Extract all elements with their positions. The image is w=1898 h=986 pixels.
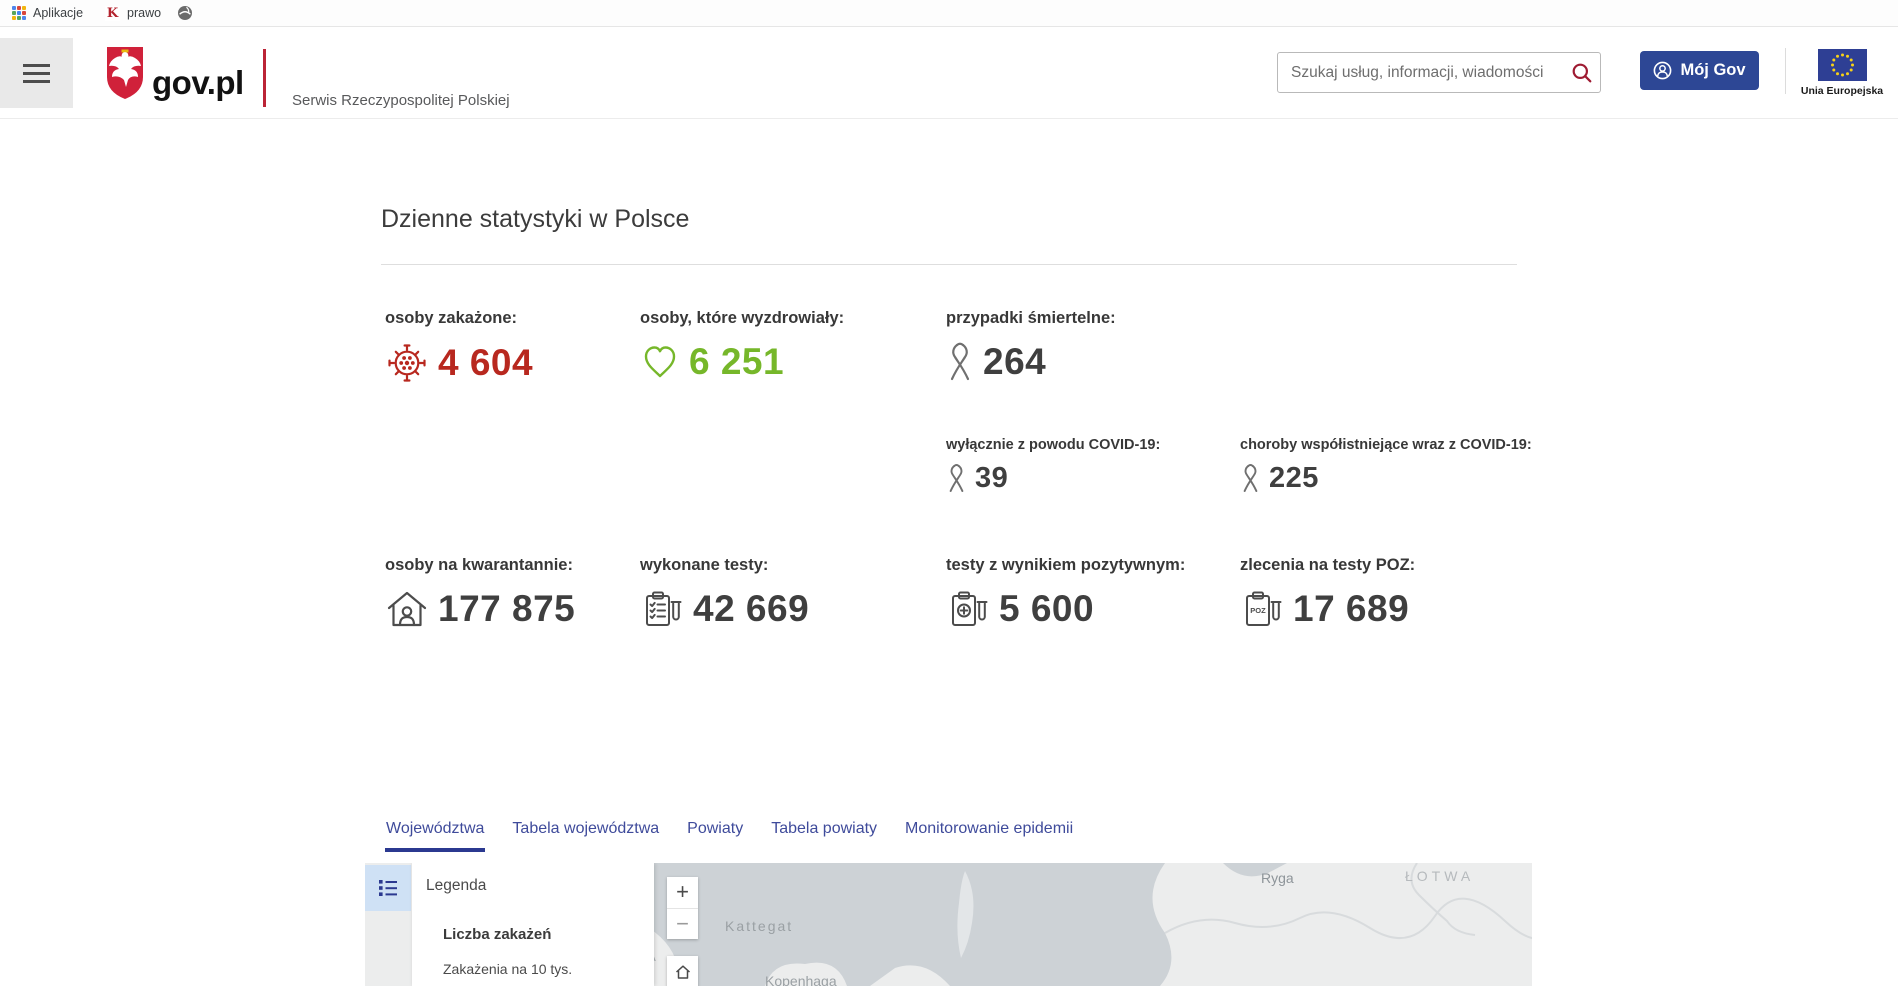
stat-infected: osoby zakażone: 4 604 <box>385 309 533 385</box>
map-label-kopenhaga: Kopenhaga <box>765 973 837 986</box>
k-favicon: K <box>105 5 121 21</box>
svg-text:POZ: POZ <box>1250 606 1266 615</box>
tab-wojewodztwa[interactable]: Województwa <box>385 820 486 852</box>
page-title: Dzienne statystyki w Polsce <box>381 205 690 233</box>
tab-monitorowanie-epidemii[interactable]: Monitorowanie epidemii <box>905 820 1074 837</box>
stat-value: 225 <box>1269 462 1319 494</box>
moj-gov-label: Mój Gov <box>1680 61 1746 79</box>
heart-icon <box>644 346 676 378</box>
stat-positive-tests: testy z wynikiem pozytywnym: 5 600 <box>946 556 1185 630</box>
stat-poz-orders: zlecenia na testy POZ: POZ 17 689 <box>1240 556 1415 630</box>
zoom-out-button[interactable]: − <box>667 907 698 939</box>
stat-deaths: przypadki śmiertelne: 264 <box>946 309 1116 383</box>
map-label-kattegat: Kattegat <box>725 918 794 934</box>
stat-tests: wykonane testy: 42 669 <box>640 556 809 630</box>
stat-value: 4 604 <box>438 342 534 383</box>
stat-label: osoby na kwarantannie: <box>385 556 573 574</box>
positive-test-icon <box>952 591 988 626</box>
stat-deaths-covid-only: wyłącznie z powodu COVID-19: 39 <box>946 437 1160 495</box>
bookmark-label: prawo <box>127 6 162 20</box>
stat-label: wykonane testy: <box>640 556 769 574</box>
stat-label: przypadki śmiertelne: <box>946 309 1116 327</box>
stat-label: osoby, które wyzdrowiały: <box>640 309 845 327</box>
stat-label: wyłącznie z powodu COVID-19: <box>946 437 1161 453</box>
stat-value: 5 600 <box>999 588 1095 629</box>
bookmark-aplikacje[interactable]: Aplikacje <box>12 6 83 20</box>
globe-bookmark[interactable] <box>177 5 193 21</box>
ribbon-icon <box>949 464 964 493</box>
poz-clipboard-icon: POZ <box>1246 591 1282 626</box>
map-label-lotwa: ŁOTWA <box>1405 868 1475 884</box>
bookmark-prawo[interactable]: K prawo <box>105 5 162 21</box>
bookmarks-bar: Aplikacje K prawo <box>0 0 1898 27</box>
stat-label: testy z wynikiem pozytywnym: <box>946 556 1186 574</box>
home-icon <box>675 964 690 979</box>
quarantine-house-icon <box>387 591 427 627</box>
tab-powiaty[interactable]: Powiaty <box>687 820 744 837</box>
stat-quarantine: osoby na kwarantannie: 177 875 <box>385 556 575 630</box>
stat-label: osoby zakażone: <box>385 309 518 327</box>
header-vertical-divider <box>1785 48 1786 94</box>
legend-panel: Legenda Liczba zakażeń Zakażenia na 10 t… <box>412 863 654 986</box>
zoom-in-button[interactable]: + <box>667 877 698 908</box>
title-divider <box>381 264 1517 265</box>
search-icon <box>1572 63 1592 82</box>
bookmark-label: Aplikacje <box>33 6 84 20</box>
moj-gov-button[interactable]: Mój Gov <box>1640 51 1759 90</box>
virus-icon <box>388 344 426 382</box>
legend-toggle-button[interactable] <box>365 865 411 911</box>
map-zoom-controls: + − <box>667 877 698 939</box>
stat-deaths-comorbid: choroby współistniejące wraz z COVID-19:… <box>1240 437 1532 495</box>
legend-title: Legenda <box>426 877 487 894</box>
legend-item-label: Zakażenia na 10 tys. <box>443 961 573 977</box>
ribbon-icon <box>950 342 970 381</box>
map-tabs: Województwa Tabela województwa Powiaty T… <box>385 820 1074 852</box>
site-header: gov.pl Serwis Rzeczypospolitej Polskiej … <box>0 27 1898 119</box>
person-circle-icon <box>1654 61 1672 80</box>
govpl-logo[interactable]: gov.pl <box>152 64 244 101</box>
poland-coat-of-arms <box>107 47 143 99</box>
search-input[interactable] <box>1278 63 1564 82</box>
search-button[interactable] <box>1564 53 1600 92</box>
eu-flag-icon <box>1817 49 1867 81</box>
stat-value: 17 689 <box>1293 588 1410 629</box>
stat-recovered: osoby, które wyzdrowiały: 6 251 <box>640 309 844 383</box>
header-tagline: Serwis Rzeczypospolitej Polskiej <box>292 92 510 109</box>
stat-label: choroby współistniejące wraz z COVID-19: <box>1240 437 1532 453</box>
eu-label: Unia Europejska <box>1800 85 1884 97</box>
stat-value: 39 <box>975 462 1009 494</box>
search-box <box>1277 52 1601 93</box>
globe-icon <box>178 6 193 20</box>
eu-block: Unia Europejska <box>1790 49 1894 97</box>
legend-section-title: Liczba zakażeń <box>443 926 552 943</box>
stat-value: 177 875 <box>438 588 576 629</box>
stat-value: 264 <box>983 341 1047 382</box>
ribbon-icon <box>1243 464 1258 493</box>
map-label-ryga: Ryga <box>1261 870 1294 886</box>
menu-button[interactable] <box>0 38 73 108</box>
header-divider <box>263 49 266 107</box>
tests-clipboard-icon <box>646 591 682 626</box>
stat-value: 42 669 <box>693 588 810 629</box>
stat-value: 6 251 <box>689 341 785 382</box>
map-home-button[interactable] <box>667 956 698 986</box>
stat-label: zlecenia na testy POZ: <box>1240 556 1416 574</box>
tab-tabela-powiaty[interactable]: Tabela powiaty <box>771 820 878 837</box>
apps-grid-icon <box>12 6 26 20</box>
voivodeships-map[interactable]: Kattegat Kopenhaga DANIA Ryga ŁOTWA Lege… <box>365 863 1532 986</box>
tab-tabela-wojewodztwa[interactable]: Tabela województwa <box>512 820 660 837</box>
legend-list-icon <box>379 880 397 896</box>
